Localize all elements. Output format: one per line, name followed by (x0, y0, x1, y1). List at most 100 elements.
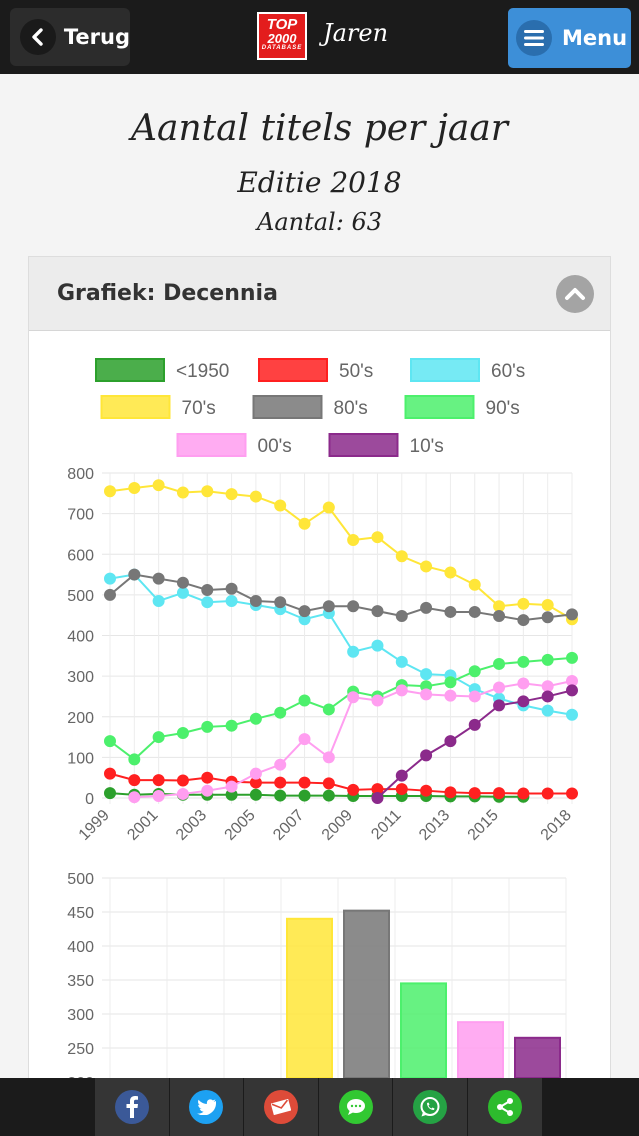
count-subtitle: Aantal: 63 (257, 208, 382, 236)
data-point (249, 788, 262, 801)
app-logo: TOP 2000 DATABASE Jaren (257, 12, 388, 60)
y-tick-label: 400 (67, 939, 94, 956)
legend-swatch (252, 395, 323, 419)
data-point (225, 719, 238, 732)
x-tick-label: 2001 (124, 807, 161, 844)
collapse-button[interactable] (556, 274, 594, 313)
data-point (152, 594, 165, 607)
legend-swatch (95, 358, 165, 382)
data-point (274, 706, 287, 719)
data-point (541, 704, 554, 717)
data-point (128, 774, 141, 787)
y-tick-label: 250 (67, 1041, 94, 1058)
legend-label: 90's (486, 398, 520, 419)
panel-title: Grafiek: Decennia (57, 281, 278, 306)
data-point (371, 792, 384, 804)
x-tick-label: 1999 (76, 807, 113, 844)
data-point (566, 787, 578, 800)
data-point (152, 479, 165, 492)
data-point (201, 596, 214, 609)
data-point (493, 610, 506, 622)
whatsapp-icon (413, 1090, 448, 1124)
data-point (395, 769, 408, 782)
x-tick-label: 2007 (270, 807, 307, 844)
data-point (274, 789, 287, 802)
x-tick-label: 2018 (538, 807, 575, 844)
data-point (249, 767, 262, 780)
data-point (517, 787, 530, 800)
logo-line3: DATABASE (261, 45, 303, 51)
back-button[interactable]: Terug (10, 8, 130, 66)
data-point (104, 485, 116, 498)
x-tick-label: 2005 (222, 807, 259, 844)
data-point (395, 550, 408, 563)
data-point (444, 786, 457, 799)
data-point (468, 787, 481, 800)
data-point (420, 784, 433, 797)
legend-label: 10's (410, 436, 444, 457)
data-point (274, 596, 287, 609)
data-point (566, 684, 578, 697)
share-share-button[interactable] (467, 1078, 543, 1136)
data-point (420, 601, 433, 614)
data-point (347, 534, 360, 547)
legend-swatch (176, 433, 247, 457)
menu-button[interactable]: Menu (508, 8, 631, 68)
page-title: Aantal titels per jaar (130, 108, 508, 149)
line-chart: <1950 50's 60's 70's 80's 90's 00's 10's 0 100 200… (67, 358, 578, 844)
bar (400, 982, 447, 1078)
twitter-share-button[interactable] (169, 1078, 245, 1136)
email-share-button[interactable] (244, 1078, 319, 1136)
data-point (201, 771, 214, 784)
data-point (395, 655, 408, 668)
panel-header[interactable]: Grafiek: Decennia (29, 257, 610, 331)
data-point (225, 780, 238, 793)
data-point (468, 605, 481, 618)
data-point (176, 727, 189, 739)
data-point (371, 605, 384, 618)
data-point (322, 501, 335, 514)
menu-label: Menu (562, 26, 628, 50)
bar (286, 917, 333, 1078)
data-point (566, 608, 578, 621)
data-point (468, 718, 481, 731)
y-tick-label: 400 (67, 629, 94, 646)
series-line (109, 484, 573, 621)
facebook-share-button[interactable] (95, 1078, 170, 1136)
data-point (104, 787, 116, 800)
x-tick-label: 2009 (319, 807, 356, 844)
data-point (541, 787, 554, 800)
data-point (420, 749, 433, 762)
data-point (201, 784, 214, 797)
data-point (468, 690, 481, 703)
y-tick-label: 200 (67, 710, 94, 727)
data-point (541, 680, 554, 693)
legend-swatch (258, 358, 328, 382)
edition-subtitle: Editie 2018 (237, 166, 402, 199)
share-icon (487, 1090, 522, 1124)
data-point (322, 600, 335, 613)
data-point (274, 776, 287, 789)
x-tick-label: 2015 (465, 807, 502, 844)
y-tick-label: 300 (67, 669, 94, 686)
whatsapp-share-button[interactable] (393, 1078, 468, 1136)
data-point (444, 735, 457, 748)
legend-label: 00's (258, 436, 292, 457)
data-point (371, 639, 384, 652)
y-tick-label: 450 (67, 905, 94, 922)
sms-share-button[interactable] (318, 1078, 394, 1136)
data-point (225, 488, 238, 501)
data-point (395, 684, 408, 697)
data-point (493, 657, 506, 670)
twitter-icon (189, 1090, 224, 1124)
data-point (152, 572, 165, 585)
data-point (104, 572, 116, 585)
data-point (541, 611, 554, 624)
data-point (249, 712, 262, 725)
legend-swatch (404, 395, 475, 419)
data-point (517, 597, 530, 610)
data-point (395, 783, 408, 796)
data-point (566, 708, 578, 721)
data-point (176, 586, 189, 599)
legend-swatch (100, 395, 171, 419)
